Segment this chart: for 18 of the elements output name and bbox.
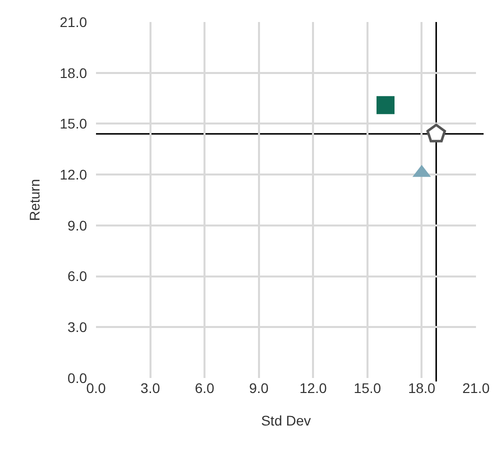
x-tick-label: 6.0 [194,380,215,396]
y-tick-label: 3.0 [68,319,88,336]
y-tick-label: 12.0 [60,166,88,182]
y-tick-label: 18.0 [60,64,88,81]
x-tick-label: 18.0 [408,380,436,396]
y-tick-label: 6.0 [68,268,88,284]
x-tick-label: 12.0 [300,380,327,396]
x-axis-title: Std Dev [261,412,311,428]
y-tick-label: 21.0 [60,14,88,30]
x-tick-label: 15.0 [354,380,382,396]
y-tick-label: 9.0 [68,217,88,234]
x-tick-label: 3.0 [140,380,160,396]
x-tick-label: 0.0 [86,380,106,396]
y-axis-title: Return [26,178,42,222]
x-tick-label: 21.0 [462,380,490,396]
y-tick-label: 15.0 [60,116,88,132]
x-tick-label: 9.0 [249,380,269,396]
y-tick-label: 0.0 [68,370,88,386]
